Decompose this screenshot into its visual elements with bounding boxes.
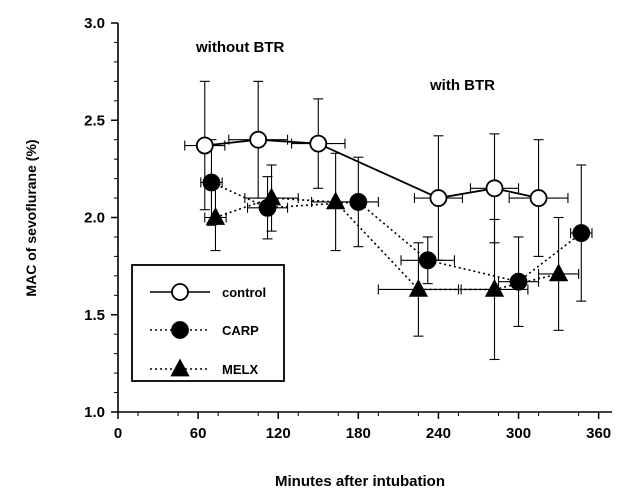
legend-marker-carp: [171, 321, 189, 339]
data-point-carp: [202, 173, 221, 192]
series-line-carp: [211, 181, 582, 283]
legend: control CARP MELX: [131, 264, 285, 382]
data-point-carp: [572, 224, 591, 242]
y-tick-label: 1.0: [84, 404, 105, 421]
y-tick-label: 2.0: [84, 210, 105, 227]
legend-box: [131, 264, 285, 382]
x-tick-label: 360: [586, 425, 611, 442]
y-axis-label: MAC of sevoflurane (%): [23, 139, 39, 296]
data-markers: [195, 130, 591, 297]
x-tick-label: 0: [114, 425, 122, 442]
y-tick-label: 2.5: [84, 112, 105, 129]
axis-ticks: 0 60 120 180 240 300 360 1.0 1.5 2.0 2.5 3.0: [84, 15, 611, 442]
data-point-melx: [325, 191, 346, 210]
legend-marker-melx: [170, 358, 190, 377]
data-point-carp: [509, 272, 528, 291]
annotation-without-btr: without BTR: [195, 39, 284, 56]
x-tick-label: 180: [346, 425, 371, 442]
data-point-melx: [484, 278, 505, 297]
y-tick-label: 3.0: [84, 15, 105, 32]
data-point-control: [485, 179, 504, 198]
data-point-melx: [261, 187, 282, 206]
data-point-control: [195, 136, 214, 155]
series-line-melx: [215, 197, 559, 291]
legend-label-control: control: [222, 285, 266, 300]
data-point-control: [309, 134, 328, 153]
annotation-with-btr: with BTR: [429, 77, 495, 94]
legend-marker-control: [171, 283, 189, 301]
x-tick-label: 60: [190, 425, 207, 442]
data-point-control: [429, 189, 448, 207]
data-point-melx: [408, 278, 429, 297]
legend-label-carp: CARP: [222, 323, 259, 338]
y-tick-label: 1.5: [84, 307, 105, 324]
x-tick-label: 300: [506, 425, 531, 442]
x-axis-label: Minutes after intubation: [275, 473, 445, 490]
x-tick-label: 240: [426, 425, 451, 442]
x-tick-label: 120: [266, 425, 291, 442]
data-point-melx: [548, 263, 569, 282]
legend-label-melx: MELX: [222, 362, 258, 377]
data-point-carp: [418, 251, 437, 270]
data-point-control: [529, 189, 548, 207]
data-point-control: [249, 130, 268, 149]
data-point-carp: [349, 193, 368, 211]
data-point-melx: [205, 207, 226, 225]
